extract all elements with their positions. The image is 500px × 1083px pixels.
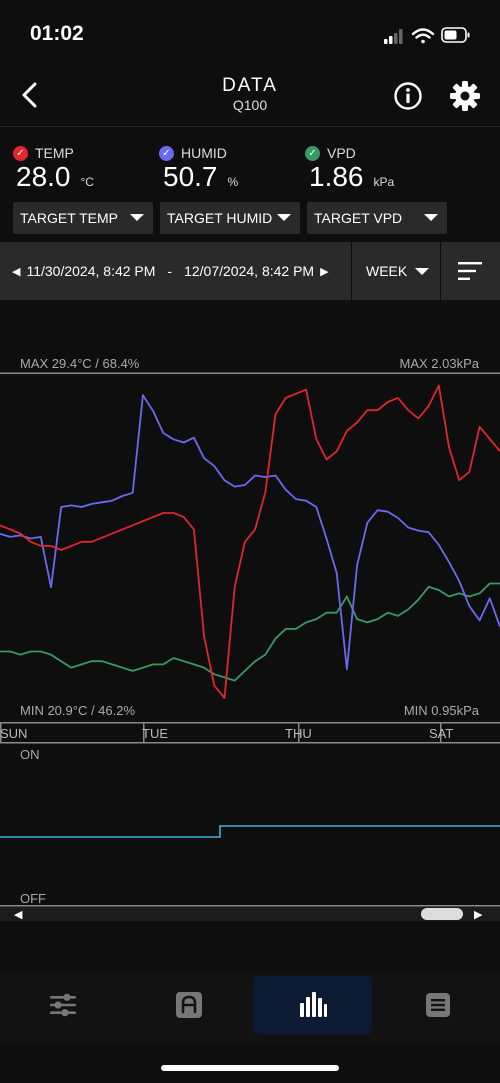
dropdown-label: TARGET HUMID: [167, 210, 273, 226]
bar-chart-icon: [300, 992, 327, 1017]
dropdown-label: TARGET TEMP: [20, 210, 119, 226]
vpd-series-line: [0, 582, 500, 682]
prev-arrow-icon[interactable]: ◀: [12, 265, 21, 278]
target-vpd-dropdown[interactable]: TARGET VPD: [307, 202, 447, 234]
on-label: ON: [20, 747, 40, 762]
nav-item-automation[interactable]: [174, 990, 204, 1020]
scroll-left-icon[interactable]: ◀: [14, 909, 23, 921]
humid-series-line: [0, 394, 500, 671]
page-title: DATA: [222, 75, 278, 96]
target-temp-dropdown[interactable]: TARGET TEMP: [13, 202, 153, 234]
axis-line: [0, 742, 500, 744]
home-indicator: [161, 1065, 339, 1071]
signal-icon: [384, 29, 403, 44]
list-icon: [426, 993, 450, 1017]
status-time: 01:02: [30, 22, 84, 45]
day-ticks: [0, 722, 442, 743]
chart-max-left: MAX 29.4°C / 68.4%: [20, 356, 140, 371]
separator: [440, 242, 441, 300]
min-line: [0, 722, 500, 724]
device-name: Q100: [232, 97, 268, 113]
dropdown-label: TARGET VPD: [314, 210, 403, 226]
date-end[interactable]: 12/07/2024, 8:42 PM: [184, 263, 315, 279]
caret-down-icon: [415, 267, 430, 275]
check-icon: ✓: [305, 145, 320, 161]
reading-temp: ✓ TEMP 28.0 °C: [13, 145, 94, 193]
x-tick-label: TUE: [142, 726, 168, 741]
target-humid-dropdown[interactable]: TARGET HUMID: [160, 202, 300, 234]
reading-unit: %: [227, 175, 239, 189]
wifi-icon: [411, 28, 435, 44]
nav-item-data[interactable]: [298, 990, 328, 1020]
check-icon: ✓: [13, 145, 28, 161]
reading-value: 1.86: [309, 161, 364, 192]
device-state-chart: [0, 825, 500, 907]
chevron-left-icon: [22, 82, 37, 108]
chart-min-left: MIN 20.9°C / 46.2%: [20, 703, 136, 718]
day-tick: [440, 722, 442, 743]
separator: [351, 242, 352, 300]
day-tick: [298, 722, 300, 743]
period-label: WEEK: [366, 263, 408, 279]
max-line: [0, 372, 500, 374]
scroll-thumb[interactable]: [421, 908, 463, 920]
header-divider: [0, 126, 500, 127]
reading-unit: kPa: [373, 175, 395, 189]
sliders-icon: [50, 993, 76, 1017]
period-dropdown[interactable]: WEEK: [366, 263, 430, 279]
chart-min-right: MIN 0.95kPa: [403, 703, 479, 718]
reading-humid: ✓ HUMID 50.7 %: [159, 145, 238, 193]
reading-value: 28.0: [16, 161, 71, 192]
back-button[interactable]: [14, 78, 48, 112]
x-tick-label: THU: [285, 726, 312, 741]
scroll-right-icon[interactable]: ▶: [474, 909, 483, 921]
reading-unit: °C: [80, 175, 94, 189]
caret-down-icon: [130, 214, 144, 221]
settings-button[interactable]: [448, 79, 482, 113]
bottom-nav: [0, 972, 500, 1044]
status-icons: [384, 25, 474, 47]
reading-vpd: ✓ VPD 1.86 kPa: [305, 145, 394, 193]
date-range[interactable]: ◀ 11/30/2024, 8:42 PM - 12/07/2024, 8:42…: [12, 263, 329, 279]
check-icon: ✓: [159, 145, 174, 161]
caret-down-icon: [277, 214, 291, 221]
nav-item-controls[interactable]: [47, 990, 79, 1020]
chart-scrollbar[interactable]: ◀ ▶: [0, 907, 500, 921]
reading-label: HUMID: [181, 145, 227, 161]
chart-max-right: MAX 2.03kPa: [399, 356, 480, 371]
day-tick: [143, 722, 145, 743]
reading-value: 50.7: [163, 161, 218, 192]
x-tick-label: SUN: [0, 726, 28, 741]
temp-series-line: [0, 384, 500, 699]
info-button[interactable]: [392, 80, 424, 112]
info-icon: [394, 82, 422, 110]
reading-label: TEMP: [35, 145, 74, 161]
device-state-line: [0, 825, 500, 838]
filter-button[interactable]: [456, 260, 484, 282]
history-chart[interactable]: [0, 370, 500, 745]
off-label: OFF: [20, 891, 46, 906]
automation-icon: [176, 992, 202, 1018]
x-tick-label: SAT: [429, 726, 454, 741]
sort-icon: [458, 262, 482, 280]
gear-icon: [450, 81, 480, 111]
reading-label: VPD: [327, 145, 356, 161]
off-baseline: [0, 905, 500, 907]
next-arrow-icon[interactable]: ▶: [320, 265, 329, 278]
date-start[interactable]: 11/30/2024, 8:42 PM: [26, 263, 156, 279]
nav-item-log[interactable]: [424, 991, 452, 1019]
date-separator: -: [167, 263, 173, 279]
caret-down-icon: [424, 214, 438, 221]
day-tick: [0, 722, 2, 743]
battery-icon: [441, 27, 470, 43]
